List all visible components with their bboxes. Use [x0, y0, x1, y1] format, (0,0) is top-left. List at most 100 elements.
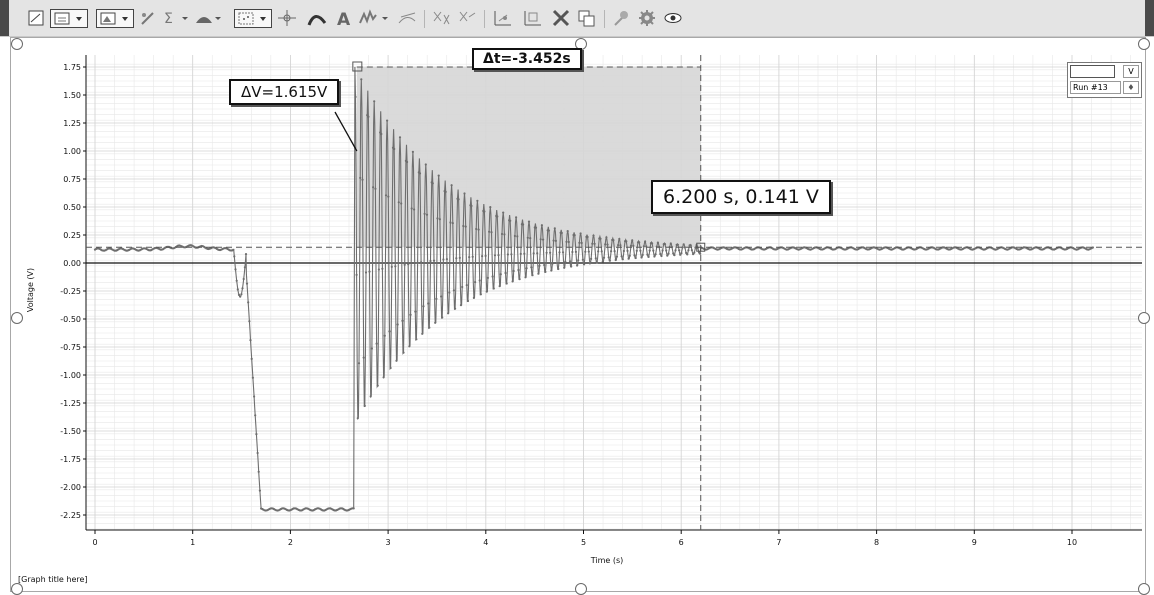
data-point: [597, 250, 600, 253]
data-point: [524, 276, 527, 279]
data-point: [574, 250, 578, 253]
data-point: [588, 262, 592, 265]
data-point: [518, 278, 521, 281]
prediction-icon[interactable]: [490, 8, 514, 28]
smoothing-icon[interactable]: [358, 8, 392, 28]
data-point: [674, 249, 677, 252]
legend-run-label[interactable]: Run #13: [1070, 81, 1121, 94]
data-point: [357, 362, 361, 365]
data-point: [234, 268, 237, 271]
annotate-icon[interactable]: [138, 8, 158, 28]
data-point: [463, 192, 466, 195]
graph-title[interactable]: [Graph title here]: [18, 575, 88, 584]
data-point: [642, 245, 646, 248]
data-point: [362, 356, 365, 359]
resize-handle-bottom[interactable]: [575, 583, 587, 595]
delta-v-callout[interactable]: ΔV=1.615V: [229, 79, 340, 105]
resize-handle-top-left[interactable]: [11, 38, 23, 50]
data-point: [587, 250, 590, 253]
data-point: [239, 295, 242, 298]
legend-units-field[interactable]: [1070, 65, 1115, 78]
data-point: [614, 258, 617, 262]
data-point: [689, 244, 692, 247]
data-point: [363, 404, 366, 407]
delta-t-callout[interactable]: Δt=-3.452s: [472, 48, 582, 70]
data-point: [567, 240, 570, 244]
data-point: [355, 273, 358, 276]
data-series: [93, 66, 1094, 512]
data-point: [595, 261, 599, 264]
crosshair-icon[interactable]: [276, 8, 298, 28]
delta-v-leader-line: [334, 111, 358, 152]
legend: V Run #13 ♦: [1067, 62, 1142, 98]
selection-icon[interactable]: [234, 9, 272, 28]
delta-tool-icon[interactable]: [430, 8, 452, 28]
tangent-icon[interactable]: [396, 8, 418, 28]
resize-handle-top-right[interactable]: [1138, 38, 1150, 50]
data-point: [641, 253, 644, 256]
data-point: [554, 239, 558, 242]
data-point: [237, 293, 241, 296]
data-point: [429, 259, 432, 263]
visibility-eye-icon[interactable]: [662, 8, 684, 28]
x-tick-label: 6: [679, 538, 684, 547]
resize-handle-bottom-right[interactable]: [1138, 583, 1150, 595]
data-point: [354, 95, 357, 98]
data-point: [457, 198, 460, 201]
data-point: [414, 310, 417, 313]
data-point: [653, 255, 656, 258]
data-point: [471, 255, 474, 258]
curve-fit-icon[interactable]: [306, 8, 328, 28]
data-point: [361, 178, 364, 181]
data-point: [465, 284, 468, 287]
axis-settings-icon[interactable]: [520, 8, 544, 28]
y-axis-label: Voltage (V): [26, 268, 35, 312]
data-point: [408, 345, 411, 348]
data-point: [367, 115, 370, 118]
settings-gear-icon[interactable]: [636, 8, 658, 28]
y-tick-label: 1.00: [63, 147, 81, 156]
pin-icon[interactable]: [610, 8, 632, 28]
copy-icon[interactable]: [576, 8, 598, 28]
resize-handle-right[interactable]: [1138, 312, 1150, 324]
data-point: [522, 223, 525, 226]
resize-handle-left[interactable]: [11, 312, 23, 324]
area-icon[interactable]: [194, 8, 222, 28]
data-point: [681, 246, 684, 249]
text-annotation-icon[interactable]: A: [334, 8, 354, 28]
data-point: [600, 250, 603, 253]
data-point: [619, 244, 622, 247]
delete-icon[interactable]: [550, 8, 572, 28]
data-point: [427, 302, 430, 305]
resize-handle-bottom-left[interactable]: [11, 583, 23, 595]
data-point: [397, 201, 400, 204]
data-point: [455, 257, 458, 260]
data-point: [545, 251, 548, 254]
data-point: [403, 263, 406, 266]
data-point: [544, 270, 547, 273]
data-point: [491, 275, 494, 278]
coordinate-callout[interactable]: 6.200 s, 0.141 V: [651, 180, 831, 214]
table-layout-icon[interactable]: [50, 9, 88, 28]
view-options-icon[interactable]: [28, 8, 44, 28]
data-point: [539, 238, 542, 241]
data-point: [628, 254, 631, 257]
data-point: [519, 252, 522, 255]
data-point: [451, 222, 454, 225]
graph-type-icon[interactable]: [96, 9, 134, 28]
legend-unit-label[interactable]: V: [1123, 65, 1139, 78]
data-point: [685, 251, 688, 254]
toolbar-edge-right: [1145, 0, 1154, 36]
data-point: [667, 252, 670, 255]
statistics-icon[interactable]: Σ: [162, 8, 190, 28]
data-point: [525, 267, 528, 270]
legend-run-marker[interactable]: ♦: [1123, 81, 1139, 94]
data-point: [360, 78, 363, 81]
toolbar: Σ A: [0, 0, 1154, 37]
data-point: [693, 251, 696, 254]
data-point: [580, 241, 583, 245]
slope-tool-icon[interactable]: [456, 8, 478, 28]
data-point: [621, 258, 624, 261]
toolbar-edge-left: [0, 0, 9, 36]
